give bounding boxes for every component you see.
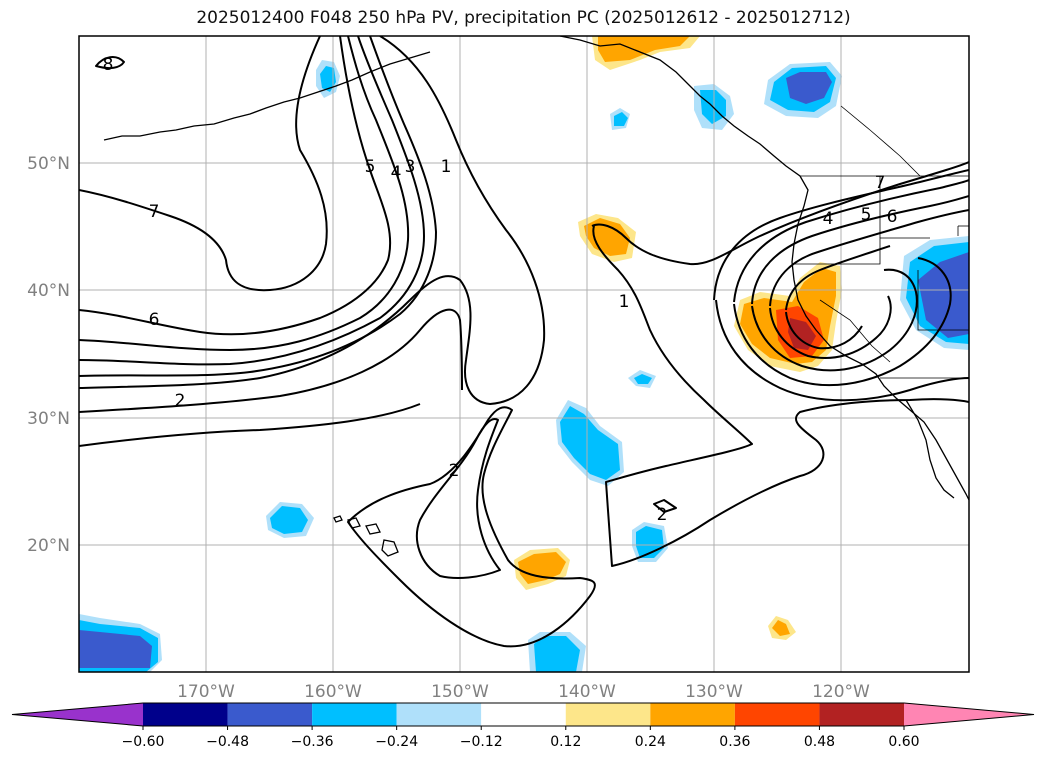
contour-label-3: 3 [405, 157, 416, 177]
lon-label-120w: 120°W [812, 682, 870, 702]
colorbar-tick-label: −0.12 [460, 734, 503, 750]
gridlines [79, 36, 969, 672]
contour-label-4-b: 4 [823, 209, 834, 229]
colorbar-segment [819, 703, 904, 726]
contour-label-8: 8 [103, 55, 114, 75]
colorbar-tick-label: −0.48 [206, 734, 249, 750]
lon-label-140w: 140°W [558, 682, 616, 702]
colorbar-extend-low [12, 703, 143, 726]
contour-label-6-b: 6 [887, 207, 898, 227]
colorbar-segment [650, 703, 735, 726]
lat-label-20n: 20°N [27, 536, 70, 556]
colorbar-segment [565, 703, 651, 726]
lat-labels: 50°N 40°N 30°N 20°N [27, 154, 70, 556]
plot-frame [78, 35, 970, 673]
lon-label-170w: 170°W [177, 682, 235, 702]
colorbar-segment [734, 703, 820, 726]
contour-label-5-b: 5 [861, 205, 872, 225]
contour-label-2-b: 2 [449, 461, 460, 481]
colorbar-tick-label: −0.24 [375, 734, 418, 750]
map-title: 2025012400 F048 250 hPa PV, precipitatio… [196, 8, 851, 28]
contour-label-5: 5 [365, 157, 376, 177]
colorbar-tick-label: 0.48 [804, 734, 835, 750]
pv-contours [79, 36, 969, 648]
lon-label-160w: 160°W [304, 682, 362, 702]
colorbar-tick-label: 0.60 [888, 734, 919, 750]
colorbar-segment [481, 703, 566, 726]
lon-label-130w: 130°W [685, 682, 743, 702]
colorbar-tick-label: 0.12 [550, 734, 581, 750]
lat-label-50n: 50°N [27, 154, 70, 174]
colorbar-extend-high [904, 703, 1034, 726]
colorbar: −0.60 −0.48 −0.36 −0.24 −0.12 0.12 0.24 0.36 0.4… [11, 702, 1035, 750]
lat-label-40n: 40°N [27, 281, 70, 301]
colorbar-tick-label: −0.60 [122, 734, 165, 750]
colorbar-segment [143, 703, 228, 726]
lon-labels: 170°W 160°W 150°W 140°W 130°W 120°W [177, 682, 870, 702]
contour-labels: 8 7 6 2 5 4 3 1 1 2 2 4 5 6 7 [103, 55, 898, 525]
colorbar-tick-label: 0.36 [719, 734, 750, 750]
lon-label-150w: 150°W [431, 682, 489, 702]
contour-label-2: 2 [175, 391, 186, 411]
lat-label-30n: 30°N [27, 409, 70, 429]
colorbar-segment [396, 703, 482, 726]
plot-area: 8 7 6 2 5 4 3 1 1 2 2 4 5 6 7 [79, 36, 969, 672]
contour-label-6: 6 [149, 310, 160, 330]
colorbar-segment [312, 703, 397, 726]
contour-label-1-b: 1 [619, 292, 630, 312]
contour-label-2-c: 2 [657, 505, 668, 525]
contour-label-7: 7 [149, 202, 160, 222]
colorbar-tick-label: −0.36 [291, 734, 334, 750]
colorbar-segment [227, 703, 313, 726]
contour-label-4: 4 [391, 163, 402, 183]
contour-label-1: 1 [441, 157, 452, 177]
contour-label-7-b: 7 [875, 173, 886, 193]
colorbar-tick-label: 0.24 [635, 734, 666, 750]
